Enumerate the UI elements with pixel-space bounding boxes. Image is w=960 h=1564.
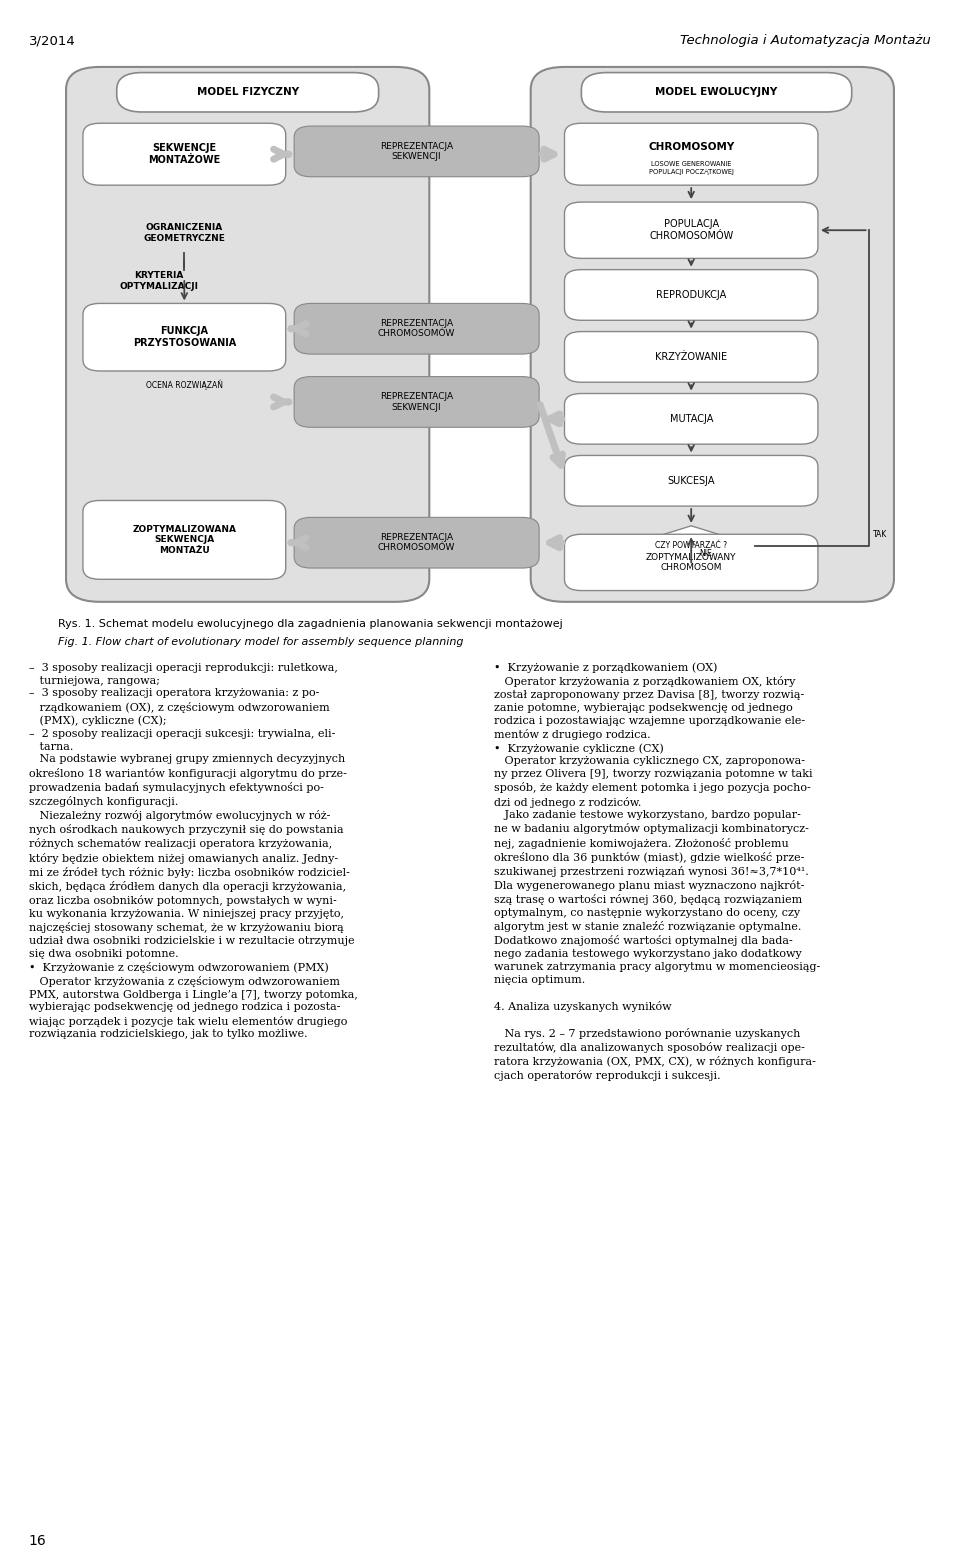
Text: ZOPTYMALIZOWANA
SEKWENCJA
MONTAŻU: ZOPTYMALIZOWANA SEKWENCJA MONTAŻU: [132, 526, 236, 555]
Text: KRZYŻOWANIE: KRZYŻOWANIE: [655, 352, 728, 361]
Text: MUTACJA: MUTACJA: [669, 414, 713, 424]
FancyBboxPatch shape: [83, 124, 286, 185]
Text: TAK: TAK: [873, 530, 887, 538]
Text: 16: 16: [29, 1534, 46, 1548]
Text: REPRODUKCJA: REPRODUKCJA: [656, 289, 727, 300]
FancyBboxPatch shape: [564, 202, 818, 258]
Text: Technologia i Automatyzacja Montażu: Technologia i Automatyzacja Montażu: [681, 34, 931, 47]
FancyBboxPatch shape: [564, 269, 818, 321]
Text: CHROMOSOMY: CHROMOSOMY: [648, 142, 734, 152]
Polygon shape: [628, 526, 755, 565]
Text: –  3 sposoby realizacji operacji reprodukcji: ruletkowa,
   turniejowa, rangowa;: – 3 sposoby realizacji operacji reproduk…: [29, 663, 358, 1040]
FancyBboxPatch shape: [564, 124, 818, 185]
FancyBboxPatch shape: [117, 72, 378, 113]
FancyBboxPatch shape: [294, 518, 540, 568]
Text: MODEL FIZYCZNY: MODEL FIZYCZNY: [197, 88, 299, 97]
Text: 3/2014: 3/2014: [29, 34, 76, 47]
Text: Rys. 1. Schemat modelu ewolucyjnego dla zagadnienia planowania sekwencji montażo: Rys. 1. Schemat modelu ewolucyjnego dla …: [58, 619, 563, 629]
Text: Fig. 1. Flow chart of evolutionary model for assembly sequence planning: Fig. 1. Flow chart of evolutionary model…: [58, 637, 463, 646]
Text: KRYTERIA
OPTYMALIZACJI: KRYTERIA OPTYMALIZACJI: [119, 271, 199, 291]
Text: CZY POWTARZAĆ ?: CZY POWTARZAĆ ?: [655, 541, 728, 551]
Text: OCENA ROZWIĄZAŃ: OCENA ROZWIĄZAŃ: [146, 380, 223, 391]
Text: MODEL EWOLUCYJNY: MODEL EWOLUCYJNY: [656, 88, 778, 97]
FancyBboxPatch shape: [294, 127, 540, 177]
Text: NIE: NIE: [700, 549, 712, 558]
Text: REPREZENTACJA
SEKWENCJI: REPREZENTACJA SEKWENCJI: [380, 142, 453, 161]
FancyBboxPatch shape: [582, 72, 852, 113]
FancyBboxPatch shape: [564, 332, 818, 382]
Text: REPREZENTACJA
SEKWENCJI: REPREZENTACJA SEKWENCJI: [380, 393, 453, 411]
FancyBboxPatch shape: [564, 394, 818, 444]
FancyBboxPatch shape: [83, 303, 286, 371]
FancyBboxPatch shape: [564, 535, 818, 591]
Text: SEKWENCJE
MONTAŻOWE: SEKWENCJE MONTAŻOWE: [148, 144, 221, 166]
FancyBboxPatch shape: [294, 303, 540, 353]
FancyBboxPatch shape: [531, 67, 894, 602]
Text: LOSOWE GENEROWANIE
POPULACJI POCZĄTKOWEJ: LOSOWE GENEROWANIE POPULACJI POCZĄTKOWEJ: [649, 161, 733, 175]
Text: REPREZENTACJA
CHROMOSOMÓW: REPREZENTACJA CHROMOSOMÓW: [378, 319, 455, 338]
Text: •  Krzyżowanie z porządkowaniem (OX)
   Operator krzyżowania z porządkowaniem OX: • Krzyżowanie z porządkowaniem (OX) Oper…: [494, 663, 821, 1081]
Text: SUKCESJA: SUKCESJA: [667, 475, 715, 486]
Text: FUNKCJA
PRZYSTOSOWANIA: FUNKCJA PRZYSTOSOWANIA: [132, 327, 236, 349]
FancyBboxPatch shape: [294, 377, 540, 427]
Text: REPREZENTACJA
CHROMOSOMÓW: REPREZENTACJA CHROMOSOMÓW: [378, 533, 455, 552]
FancyBboxPatch shape: [564, 455, 818, 507]
FancyBboxPatch shape: [83, 500, 286, 579]
FancyBboxPatch shape: [66, 67, 429, 602]
Text: OGRANICZENIA
GEOMETRYCZNE: OGRANICZENIA GEOMETRYCZNE: [143, 224, 226, 242]
Text: ZOPTYMALIZOWANY
CHROMOSOM: ZOPTYMALIZOWANY CHROMOSOM: [646, 552, 736, 572]
Text: POPULACJA
CHROMOSOMÓW: POPULACJA CHROMOSOMÓW: [649, 219, 733, 241]
